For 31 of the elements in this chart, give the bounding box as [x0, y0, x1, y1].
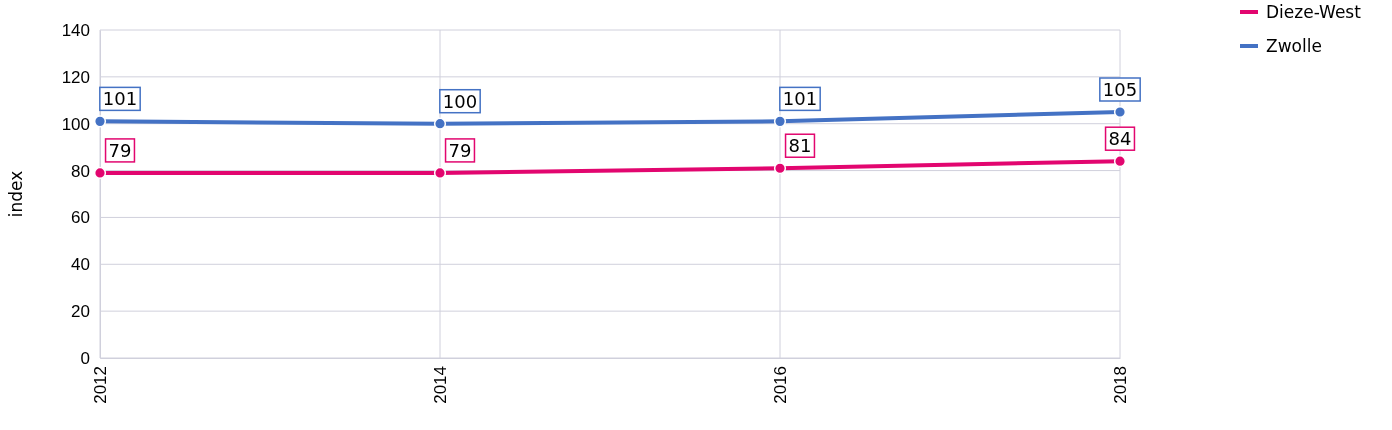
data-label: 100 — [442, 90, 478, 112]
x-tick-label: 2018 — [1111, 366, 1131, 404]
data-label: 79 — [108, 139, 132, 161]
data-label: 79 — [448, 139, 472, 161]
x-tick-label: 2016 — [771, 366, 791, 404]
legend-label: Zwolle — [1266, 35, 1322, 56]
legend-label: Dieze-West — [1266, 1, 1362, 22]
y-tick-label: 60 — [71, 208, 90, 228]
data-label: 105 — [1102, 79, 1138, 100]
y-tick-label: 100 — [61, 114, 90, 134]
point — [1113, 155, 1127, 168]
point — [773, 115, 787, 128]
y-axis-title: index — [6, 170, 26, 218]
y-tick-label: 40 — [71, 255, 90, 275]
x-tick-label: 2012 — [91, 366, 111, 404]
point — [93, 166, 107, 180]
point — [433, 166, 447, 180]
point — [93, 115, 107, 128]
data-label: 101 — [102, 88, 138, 110]
y-tick-label: 80 — [71, 161, 90, 181]
data-label: 81 — [788, 135, 812, 157]
point — [773, 162, 787, 175]
y-tick-label: 120 — [61, 67, 90, 87]
y-tick-label: 20 — [71, 302, 90, 322]
data-label: 84 — [1108, 128, 1132, 150]
data-label: 101 — [782, 88, 818, 110]
y-tick-label: 140 — [61, 20, 90, 40]
point — [433, 117, 447, 130]
point — [1113, 105, 1127, 119]
y-tick-label: 0 — [80, 348, 90, 368]
x-tick-label: 2014 — [431, 366, 451, 404]
